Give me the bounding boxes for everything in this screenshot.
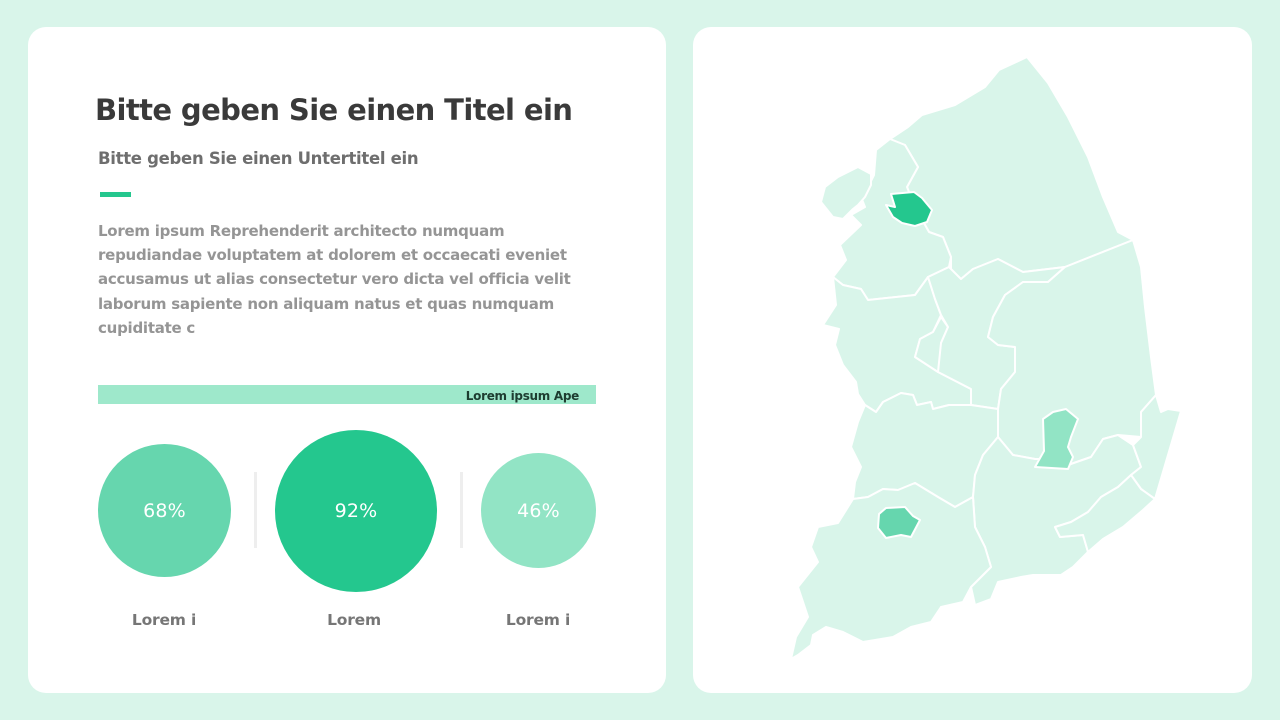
region-seoul: [885, 191, 933, 227]
slide-subtitle[interactable]: Bitte geben Sie einen Untertitel ein: [98, 149, 419, 168]
south-korea-map: [790, 56, 1182, 660]
stat-label[interactable]: Lorem i: [505, 611, 571, 629]
map-card: [693, 27, 1252, 693]
stat-label[interactable]: Lorem: [327, 611, 381, 629]
accent-dash: [100, 192, 131, 197]
stat-bubble-3[interactable]: 46%: [481, 453, 596, 568]
body-text[interactable]: Lorem ipsum Reprehenderit architecto num…: [98, 222, 571, 337]
divider: [254, 472, 257, 548]
region-incheon: [820, 166, 872, 220]
region-jeonnam: [790, 482, 992, 660]
region-busan: [1054, 474, 1156, 553]
stat-value: 46%: [517, 499, 560, 522]
region-gwangju: [877, 506, 921, 539]
stat-bubble-1[interactable]: 68%: [98, 444, 231, 577]
section-band: Lorem ipsum Ape: [98, 385, 596, 404]
region-daegu: [1034, 408, 1079, 470]
stat-value: 92%: [334, 500, 378, 522]
band-label[interactable]: Lorem ipsum Ape: [465, 389, 580, 403]
stat-value: 68%: [143, 499, 186, 522]
region-ulsan: [1130, 394, 1182, 500]
divider: [460, 472, 463, 548]
stat-label[interactable]: Lorem i: [131, 611, 197, 629]
content-card: Bitte geben Sie einen Titel ein Bitte ge…: [28, 27, 666, 693]
stat-bubble-2[interactable]: 92%: [275, 430, 437, 592]
slide-title[interactable]: Bitte geben Sie einen Titel ein: [95, 93, 573, 127]
